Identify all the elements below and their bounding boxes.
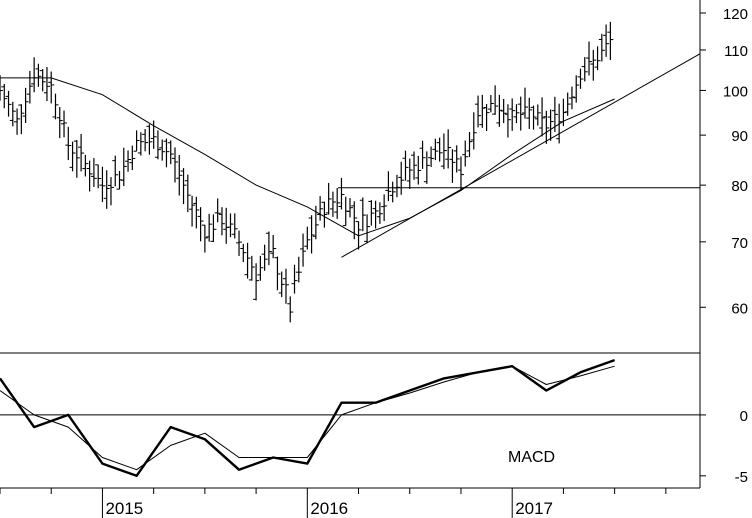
moving-average-line (0, 77, 615, 237)
y-tick-label: 70 (731, 235, 748, 252)
x-tick-label: 2017 (515, 499, 553, 518)
x-tick-label: 2016 (310, 499, 348, 518)
x-tick-label: 2015 (105, 499, 143, 518)
macd-panel: MACD (0, 358, 700, 477)
macd-y-tick-label: 0 (740, 408, 748, 425)
y-tick-label: 90 (731, 128, 748, 145)
signal-line (0, 365, 615, 471)
macd-label: MACD (508, 449, 555, 466)
macd-y-tick-label: -5 (735, 469, 748, 486)
y-tick-label: 100 (723, 83, 748, 100)
price-panel (0, 21, 701, 323)
y-tick-label: 110 (724, 43, 748, 60)
y-tick-label: 60 (731, 300, 748, 317)
trendline (341, 53, 701, 258)
y-tick-label: 80 (731, 178, 748, 195)
y-tick-label: 120 (723, 6, 748, 23)
